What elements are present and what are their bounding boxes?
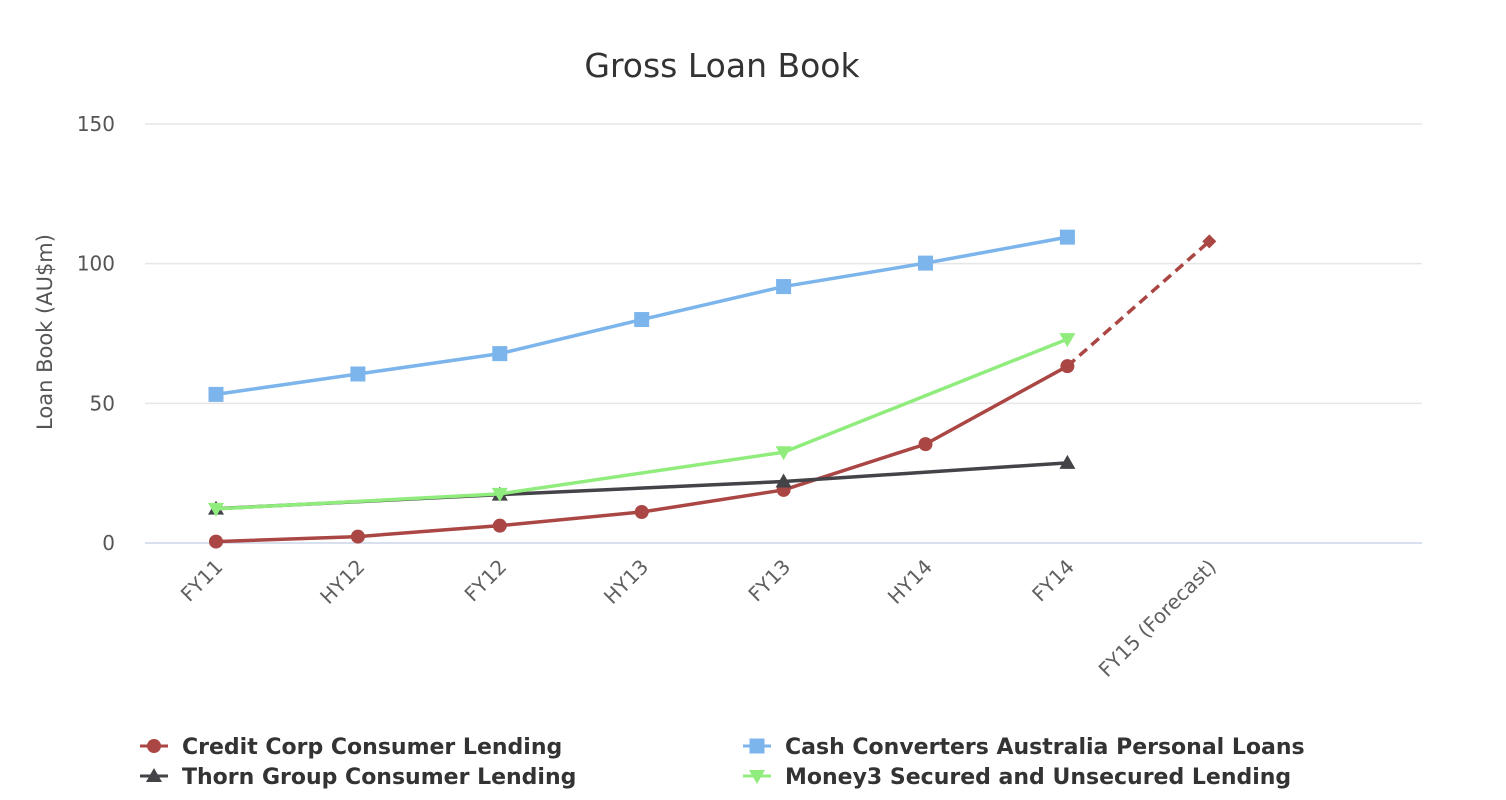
legend-label: Money3 Secured and Unsecured Lending (785, 765, 1291, 790)
legend-marker (147, 739, 161, 753)
y-tick-label: 150 (77, 112, 115, 136)
data-point (1059, 229, 1075, 245)
series-forecast-line (1066, 240, 1211, 368)
data-point (1060, 359, 1075, 374)
data-point (776, 279, 792, 295)
data-point (1059, 454, 1076, 469)
x-tick-label: HY14 (883, 555, 937, 609)
series-layer (208, 229, 1217, 549)
x-tick-label: HY12 (315, 555, 369, 609)
y-tick-label: 100 (77, 252, 115, 276)
legend-item[interactable]: Money3 Secured and Unsecured Lending (743, 765, 1291, 790)
data-point (350, 529, 365, 544)
x-axis-ticks: FY11 HY12 FY12 HY13 FY13 HY14 FY14 FY15 (Foreca… (176, 555, 1221, 682)
data-point (775, 473, 792, 488)
legend-item[interactable]: Thorn Group Consumer Lending (140, 765, 576, 790)
series-4 (208, 333, 1076, 517)
y-tick-label: 50 (90, 391, 115, 415)
legend-label: Credit Corp Consumer Lending (182, 735, 562, 760)
series-line (215, 337, 1069, 511)
legend: Credit Corp Consumer Lending Cash Convert… (140, 735, 1305, 790)
y-axis-label: Loan Book (AU$m) (33, 234, 57, 430)
data-point (209, 534, 223, 549)
legend-marker (749, 770, 765, 784)
x-tick-label: FY13 (743, 555, 795, 607)
data-point (775, 446, 792, 461)
y-tick-label: 0 (102, 531, 115, 555)
x-tick-label: FY15 (Forecast) (1094, 555, 1221, 682)
data-point (492, 518, 507, 533)
legend-item[interactable]: Cash Converters Australia Personal Loans (743, 735, 1305, 760)
legend-marker (146, 768, 162, 782)
legend-marker (749, 738, 765, 754)
data-point (208, 502, 224, 517)
data-point (918, 437, 933, 452)
data-point (1202, 234, 1217, 249)
data-point (634, 312, 650, 328)
data-point (350, 366, 366, 382)
data-point (634, 504, 649, 519)
data-point (492, 346, 508, 362)
data-point (208, 386, 224, 402)
legend-label: Thorn Group Consumer Lending (182, 765, 576, 790)
grid-lines (145, 123, 1422, 544)
x-tick-label: FY11 (176, 555, 228, 607)
data-point (1059, 333, 1076, 348)
legend-label: Cash Converters Australia Personal Loans (785, 735, 1305, 760)
data-point (918, 255, 933, 271)
x-tick-label: FY12 (460, 555, 512, 607)
y-axis-ticks: 0 50 100 150 (77, 112, 115, 555)
x-tick-label: FY14 (1027, 555, 1079, 607)
data-point (491, 487, 508, 502)
legend-item[interactable]: Credit Corp Consumer Lending (140, 735, 562, 760)
x-tick-label: HY13 (599, 555, 653, 609)
chart-title: Gross Loan Book (584, 46, 860, 85)
series-2 (208, 229, 1075, 402)
